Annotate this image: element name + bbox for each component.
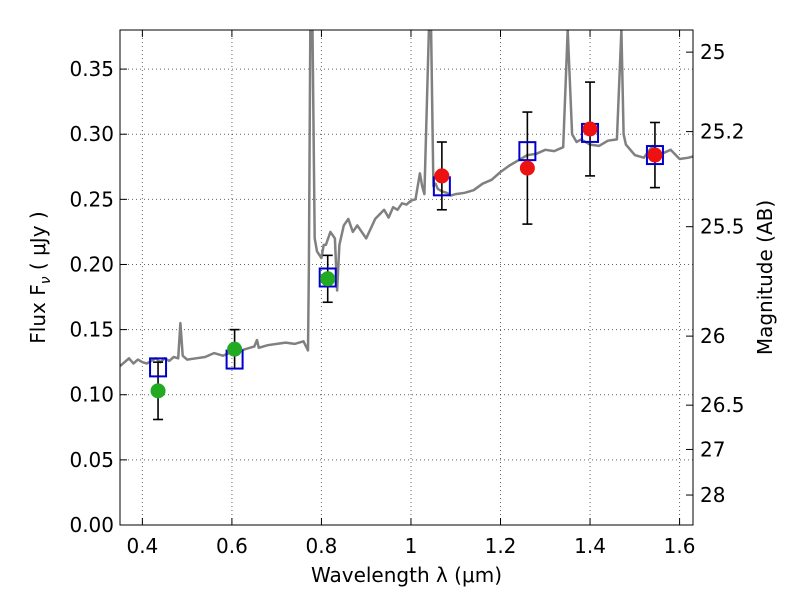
y-axis-label: Flux Fν ( μJy ) — [26, 211, 54, 343]
x-tick-label-4: 1.2 — [485, 534, 517, 558]
model-point-0 — [149, 357, 168, 378]
mag-tick-label-5: 27 — [700, 437, 725, 461]
mag-tick-label-1: 25.2 — [700, 120, 745, 144]
x-tick-label-1: 0.6 — [216, 534, 248, 558]
y-tick-label-1: 0.05 — [69, 448, 114, 472]
y-tick-label-4: 0.20 — [69, 252, 114, 276]
y-axis-label-units: ( μJy ) — [26, 211, 50, 276]
y-tick-label-2: 0.10 — [69, 383, 114, 407]
mag-tick-label-3: 26 — [700, 324, 725, 348]
x-tick-label-2: 0.8 — [306, 534, 338, 558]
spectrum-line — [120, 30, 693, 368]
model-point-2 — [318, 267, 337, 288]
mag-tick-label-0: 25 — [700, 40, 725, 64]
y-tick-label-3: 0.15 — [69, 318, 114, 342]
plot-background — [120, 30, 693, 525]
y-tick-label-7: 0.35 — [69, 57, 114, 81]
model-point-6 — [645, 145, 664, 166]
mag-tick-label-6: 28 — [700, 483, 725, 507]
observed-point-0 — [150, 383, 166, 399]
x-axis-label: Wavelength λ (μm) — [311, 563, 502, 587]
x-tick-label-0: 0.4 — [126, 534, 158, 558]
observed-point-6 — [647, 147, 663, 163]
model-point-4 — [518, 141, 537, 162]
y-axis-label-sub: ν — [38, 276, 54, 284]
y-tick-label-0: 0.00 — [69, 513, 114, 537]
observed-point-4 — [519, 160, 535, 176]
x-tick-label-5: 1.4 — [574, 534, 606, 558]
mag-tick-label-2: 25.5 — [700, 215, 745, 239]
observed-point-5 — [582, 121, 598, 137]
y-tick-label-5: 0.25 — [69, 187, 114, 211]
observed-point-3 — [434, 168, 450, 184]
x-tick-label-3: 1 — [405, 534, 418, 558]
observed-point-2 — [320, 271, 336, 287]
right-axis-label: Magnitude (AB) — [753, 200, 777, 355]
observed-point-1 — [227, 341, 243, 357]
mag-tick-label-4: 26.5 — [700, 393, 745, 417]
y-tick-label-6: 0.30 — [69, 122, 114, 146]
plot-frame — [119, 29, 694, 526]
y-axis-label-main: Flux F — [26, 284, 50, 343]
x-tick-label-6: 1.6 — [664, 534, 696, 558]
